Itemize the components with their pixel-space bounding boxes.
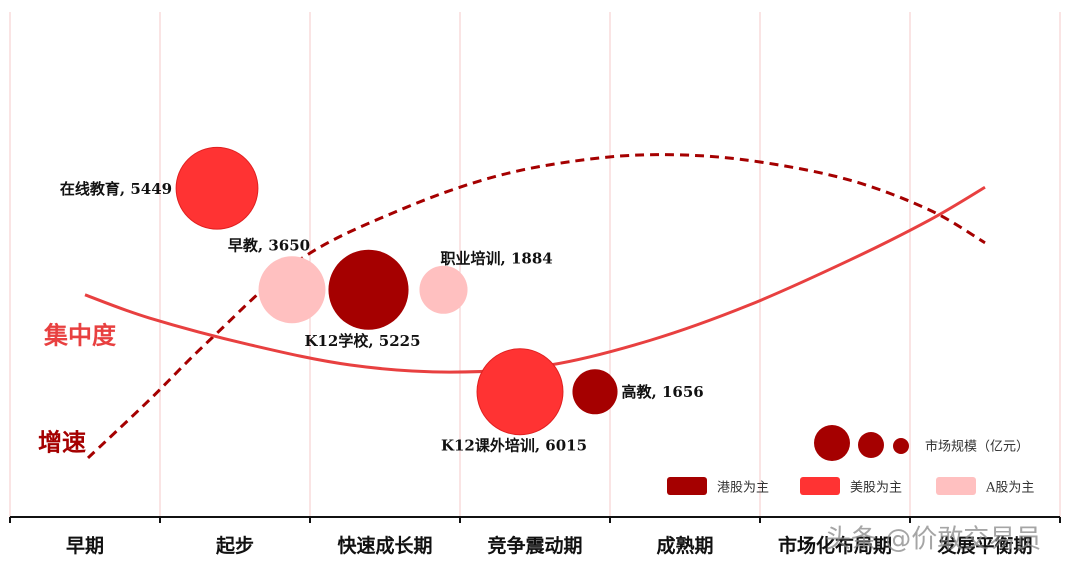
x-tick-label: 早期	[66, 535, 104, 557]
legend-label: 港股为主	[717, 481, 769, 496]
size-legend-title: 市场规模（亿元）	[925, 439, 1029, 455]
x-tick-label: 起步	[215, 535, 254, 557]
bubble	[258, 256, 326, 324]
curve-label: 集中度	[43, 321, 117, 350]
legend-swatch	[667, 477, 707, 495]
x-tick-label: 发展平衡期	[936, 534, 1032, 557]
bubble-label: 高教, 1656	[622, 383, 704, 401]
legend-label: A股为主	[985, 481, 1034, 496]
bubble-label: 早教, 3650	[228, 236, 310, 254]
curve	[86, 153, 986, 460]
bubble	[476, 348, 564, 436]
bubble-label: K12学校, 5225	[304, 332, 420, 350]
bubble	[419, 265, 468, 314]
legend-label: 美股为主	[850, 481, 902, 496]
size-legend-circle	[893, 438, 909, 454]
x-tick-label: 成熟期	[656, 534, 713, 557]
bubble-label: 职业培训, 1884	[441, 250, 553, 268]
bubble-label: K12课外培训, 6015	[441, 437, 587, 455]
curve-label: 增速	[38, 428, 86, 457]
watermark: 头条 @价敢交易员	[825, 525, 1041, 555]
legend-swatch	[800, 477, 840, 495]
size-legend-circle	[814, 425, 850, 461]
x-tick-label: 竞争震动期	[487, 534, 582, 557]
bubble-label: 在线教育, 5449	[60, 180, 172, 198]
legend-swatch	[936, 477, 976, 495]
size-legend-circle	[858, 432, 884, 458]
bubble	[572, 369, 618, 415]
bubble	[175, 146, 259, 230]
bubble	[328, 249, 409, 330]
x-tick-label: 市场化布局期	[778, 534, 892, 557]
x-tick-label: 快速成长期	[337, 534, 432, 557]
